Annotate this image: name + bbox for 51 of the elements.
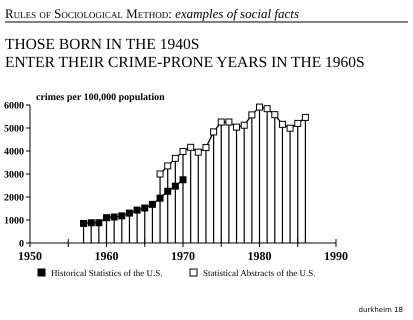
point — [248, 111, 256, 118]
y-tick-label: 0 — [19, 238, 24, 250]
y-tick-label: 3000 — [4, 170, 24, 180]
point — [172, 182, 179, 190]
point — [187, 144, 194, 151]
point — [210, 128, 218, 136]
y-tick-label: 4000 — [4, 146, 24, 158]
point — [233, 124, 240, 131]
x-tick-label: 1990 — [324, 249, 348, 263]
point — [110, 214, 118, 221]
point — [88, 219, 95, 226]
point — [164, 162, 172, 170]
point — [256, 104, 263, 111]
y-tick-label: 1000 — [4, 216, 24, 226]
point — [180, 148, 186, 155]
y-tick-label: 5000 — [4, 124, 24, 134]
point — [302, 114, 309, 121]
y-axis-title: crimes per 100,000 population — [36, 92, 166, 103]
legend-label: Statistical Abstracts of the U.S. — [203, 268, 316, 278]
point — [141, 204, 148, 212]
point — [225, 118, 232, 126]
point — [286, 124, 294, 132]
x-tick-label: 1970 — [171, 249, 195, 263]
point — [271, 111, 278, 118]
point — [156, 170, 164, 178]
y-tick-label: 2000 — [4, 192, 24, 204]
point — [95, 219, 102, 226]
x-tick-label: 1980 — [248, 249, 272, 263]
point — [156, 194, 164, 202]
point — [240, 122, 248, 129]
point — [164, 188, 172, 195]
point — [118, 212, 126, 220]
point — [103, 214, 110, 222]
point — [148, 200, 156, 208]
chart-subtitle: THOSE BORN IN THE 1940S ENTER THEIR CRIME-PRONE YEARS IN THE 1960S — [5, 36, 365, 71]
point — [80, 220, 88, 227]
point — [180, 176, 186, 184]
y-tick-label: 6000 — [4, 100, 24, 112]
point — [134, 206, 141, 214]
x-tick-label: 1960 — [94, 249, 118, 263]
point — [294, 120, 302, 127]
point — [218, 118, 225, 126]
point — [278, 120, 286, 128]
point — [202, 144, 210, 152]
chart-title: Rules of Sociological Method: examples of social facts — [5, 6, 299, 21]
point — [194, 148, 202, 156]
point — [264, 105, 271, 112]
legend-label: Historical Statistics of the U.S. — [51, 268, 162, 278]
point — [172, 154, 179, 162]
x-tick-label: 1950 — [18, 249, 42, 263]
point — [126, 210, 133, 217]
